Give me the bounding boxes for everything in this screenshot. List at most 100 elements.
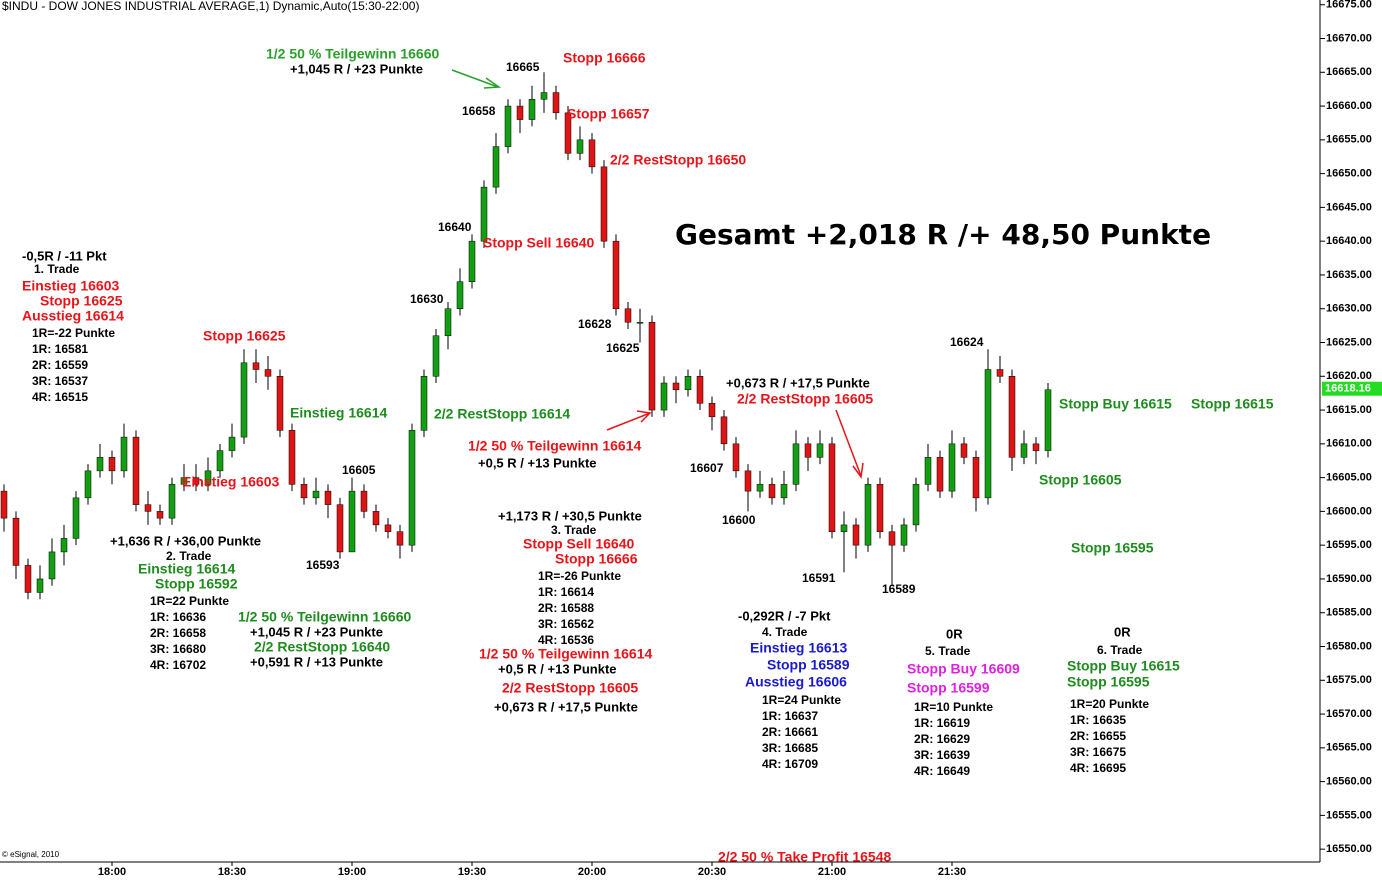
candle-body (624, 308, 632, 323)
candle-body (456, 281, 464, 309)
candle-body (552, 92, 560, 114)
candle-body (900, 524, 908, 546)
last-price-box (1322, 381, 1382, 396)
annotation: 1R=-26 Punkte (538, 569, 621, 583)
annotation: Stopp 16592 (155, 576, 238, 592)
annotation: 1R: 16614 (538, 585, 594, 599)
candle-body (12, 517, 20, 566)
candle-body (228, 436, 236, 451)
candle-body (888, 531, 896, 546)
annotation: 16591 (802, 571, 836, 585)
candle-body (804, 443, 812, 458)
y-tick-label: 16625.00 (1326, 336, 1372, 348)
annotation: 2/2 RestStopp 16605 (737, 391, 873, 407)
candle-body (168, 484, 176, 519)
x-tick-label: 18:00 (98, 866, 126, 878)
annotation: 4. Trade (762, 625, 808, 639)
candle-body (756, 484, 764, 492)
candle-body (120, 436, 128, 472)
arrow (835, 409, 862, 477)
candle-body (480, 186, 488, 242)
candle-body (564, 112, 572, 154)
annotation: 2R: 16629 (914, 732, 970, 746)
y-tick-label: 16645.00 (1326, 201, 1372, 213)
annotation: Stopp 16595 (1067, 674, 1150, 690)
y-tick-label: 16610.00 (1326, 438, 1372, 450)
annotation: Stopp Sell 16640 (523, 536, 634, 552)
annotation: 4R: 16702 (150, 658, 206, 672)
annotation: 16589 (882, 582, 916, 596)
candle-body (204, 470, 212, 485)
annotation: 2R: 16559 (32, 358, 88, 372)
arrow-head (636, 410, 652, 423)
annotation: 2R: 16588 (538, 601, 594, 615)
candle-body (588, 139, 596, 168)
y-tick-label: 16620.00 (1326, 370, 1372, 382)
annotation: 1R=10 Punkte (914, 700, 993, 714)
x-tick-label: 21:30 (938, 866, 966, 878)
annotation: Stopp 16657 (567, 106, 650, 122)
candle-body (1020, 443, 1028, 458)
candle-body (384, 524, 392, 532)
candle-body (696, 376, 704, 404)
candle-body (912, 484, 920, 526)
annotation: 16665 (506, 60, 540, 74)
arrow-head (483, 77, 502, 89)
annotation: +0,591 R / +13 Punkte (250, 654, 383, 669)
y-tick-label: 16565.00 (1326, 742, 1372, 754)
candle-body (48, 551, 56, 580)
candle-body (372, 511, 380, 526)
candle-body (612, 240, 620, 309)
annotation: Stopp 16615 (1191, 396, 1274, 412)
annotation: 1. Trade (34, 262, 80, 276)
candle-body (936, 457, 944, 492)
annotation: 1R=20 Punkte (1070, 697, 1149, 711)
annotation: 16625 (606, 341, 640, 355)
annotation: Ausstieg 16614 (22, 308, 124, 324)
candle-body (792, 443, 800, 485)
annotation: 4R: 16709 (762, 757, 818, 771)
candle-body (516, 105, 524, 120)
candle-body (600, 166, 608, 242)
y-tick-label: 16650.00 (1326, 168, 1372, 180)
annotation: 16593 (306, 558, 340, 572)
annotation: 3R: 16537 (32, 374, 88, 388)
x-tick-label: 20:30 (698, 866, 726, 878)
annotation: Gesamt +2,018 R /+ 48,50 Punkte (675, 218, 1211, 251)
annotation: 4R: 16649 (914, 764, 970, 778)
annotation: 1/2 50 % Teilgewinn 16660 (266, 46, 439, 62)
candle-body (732, 443, 740, 472)
arrow-head (852, 462, 864, 479)
annotation: 4R: 16695 (1070, 761, 1126, 775)
annotation: Stopp 16599 (907, 680, 990, 696)
copyright: © eSignal, 2010 (2, 850, 60, 859)
annotation: Stopp 16666 (563, 50, 646, 66)
annotation: 16640 (438, 220, 472, 234)
annotation: 1/2 50 % Teilgewinn 16614 (468, 438, 641, 454)
annotation: 0R (1114, 624, 1131, 639)
candle-body (300, 484, 308, 499)
y-tick-label: 16555.00 (1326, 809, 1372, 821)
candle-body (432, 335, 440, 377)
annotation: 16605 (342, 463, 376, 477)
candle-body (156, 511, 164, 519)
annotation: 1R=22 Punkte (150, 594, 229, 608)
arrows (451, 69, 864, 479)
annotation: +1,045 R / +23 Punkte (250, 624, 383, 639)
candle-body (504, 105, 512, 147)
y-tick-label: 16585.00 (1326, 607, 1372, 619)
arrow (451, 69, 499, 88)
candle-body (288, 430, 296, 485)
annotation: Stopp Buy 16615 (1059, 396, 1172, 412)
candle-body (276, 376, 284, 431)
last-price-label: 16618.16 (1325, 383, 1371, 395)
annotation: Einstieg 16613 (750, 640, 847, 656)
candle-body (1044, 389, 1052, 451)
annotation: 2R: 16655 (1070, 729, 1126, 743)
candle-body (492, 146, 500, 188)
annotation: 16607 (690, 461, 724, 475)
candle-body (36, 578, 44, 593)
candle-body (876, 484, 884, 532)
y-tick-label: 16640.00 (1326, 235, 1372, 247)
annotation: Stopp Buy 16609 (907, 661, 1020, 677)
